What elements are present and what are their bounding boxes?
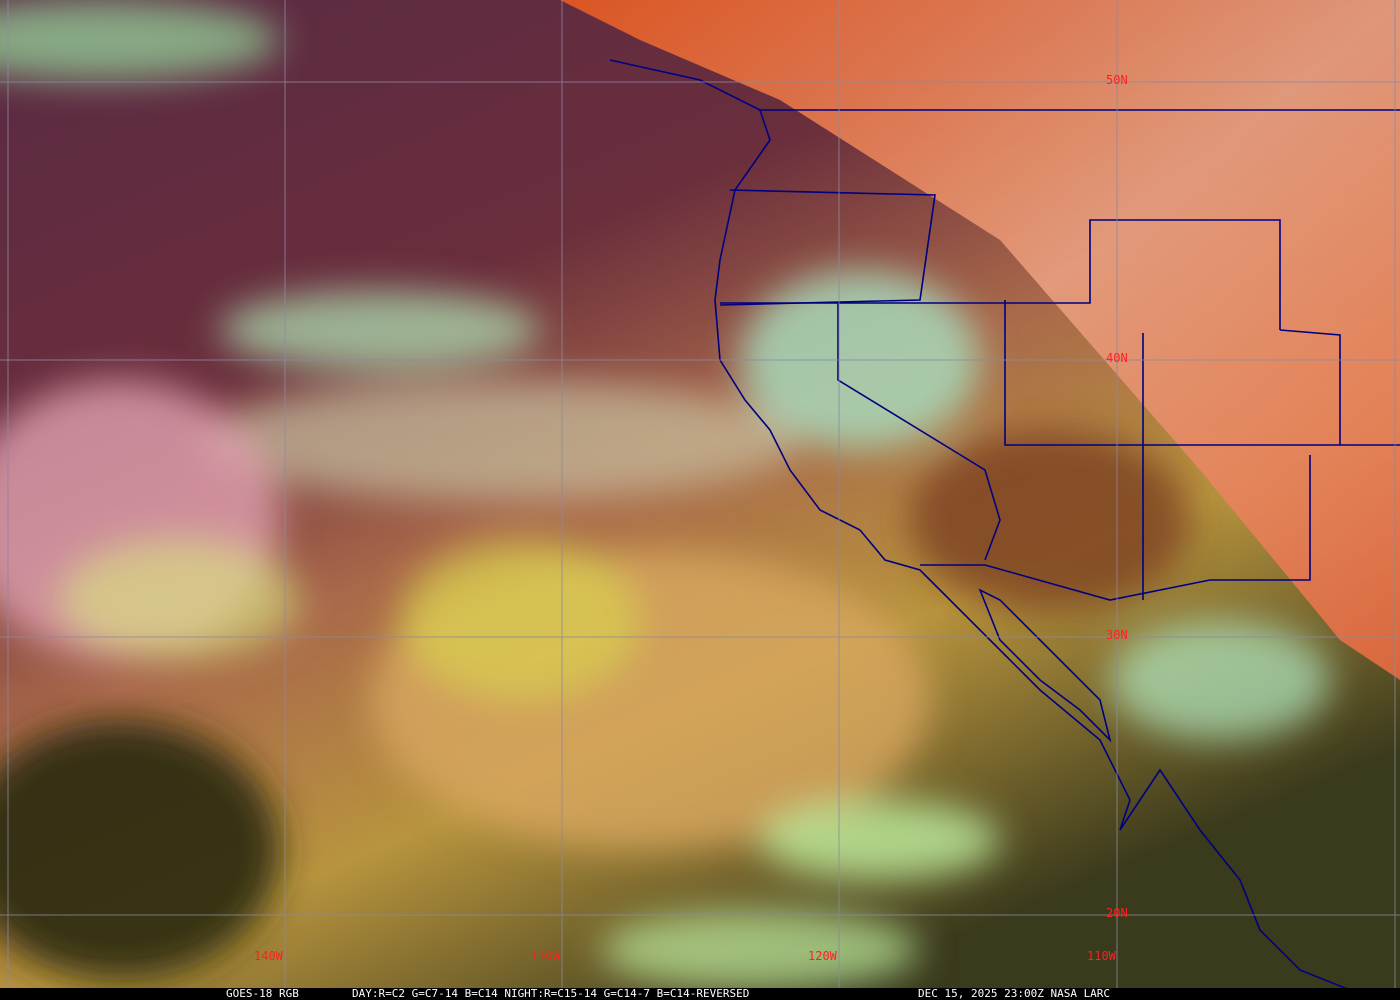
caption-recipe: DAY:R=C2 G=C7-14 B=C14 NIGHT:R=C15-14 G=… bbox=[352, 987, 750, 1000]
lon-label-140w: 140W bbox=[254, 949, 283, 963]
lon-label-130w: 130W bbox=[531, 949, 560, 963]
daylight-region bbox=[560, 0, 1400, 680]
caption-product: GOES-18 RGB bbox=[226, 987, 299, 1000]
lat-label-20n: 20N bbox=[1106, 906, 1128, 920]
political-borders bbox=[609, 59, 1400, 988]
lat-label-30n: 30N bbox=[1106, 628, 1128, 642]
caption-bar: GOES-18 RGB DAY:R=C2 G=C7-14 B=C14 NIGHT… bbox=[0, 988, 1400, 1000]
lon-label-120w: 120W bbox=[808, 949, 837, 963]
lon-label-110w: 110W bbox=[1087, 949, 1116, 963]
lat-label-50n: 50N bbox=[1106, 73, 1128, 87]
caption-datetime-credit: DEC 15, 2025 23:00Z NASA LARC bbox=[918, 987, 1111, 1000]
cloud-fields bbox=[0, 0, 1330, 988]
lat-label-40n: 40N bbox=[1106, 351, 1128, 365]
